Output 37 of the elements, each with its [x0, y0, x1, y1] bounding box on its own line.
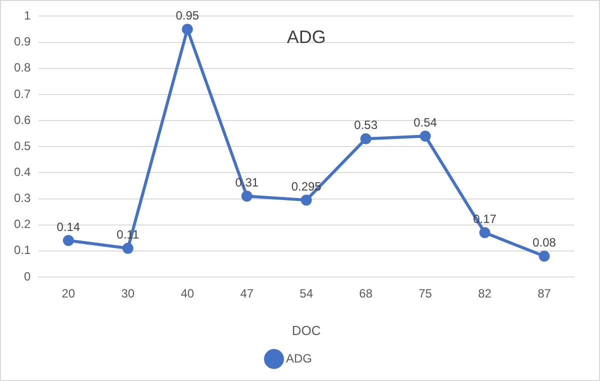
point: [538, 250, 550, 262]
y-tick-label: 0.9: [14, 34, 31, 49]
legend-label: ADG: [286, 351, 312, 366]
x-tick-label: 20: [62, 286, 76, 301]
x-tick-label: 82: [478, 286, 492, 301]
y-tick-label: 0.4: [14, 164, 31, 179]
data-label: 0.95: [176, 8, 200, 23]
text: ADG: [286, 27, 326, 48]
point: [300, 194, 312, 206]
y-tick-label: 1: [24, 8, 31, 23]
data-label: 0.14: [56, 220, 80, 234]
data-label: 0.08: [532, 235, 556, 250]
data-label: 0.54: [414, 115, 438, 130]
point: [420, 130, 431, 142]
y-tick-label: 0: [24, 269, 31, 284]
x-axis-title: DOC: [292, 322, 321, 338]
y-tick-label: 0.6: [14, 112, 31, 127]
y-tick-label: 0.2: [14, 217, 31, 232]
x-tick-label: 54: [300, 286, 314, 301]
y-tick-label: 0.1: [14, 243, 31, 258]
data-label: 0.53: [354, 118, 378, 132]
x-tick-label: 68: [359, 286, 373, 301]
x-tick-label: 87: [538, 286, 552, 301]
point: [360, 133, 372, 144]
x-tick-label: 30: [121, 286, 135, 301]
point: [479, 227, 490, 238]
y-tick-label: 0.8: [14, 60, 31, 75]
point: [182, 24, 193, 35]
y-tick-label: 0.5: [14, 138, 31, 153]
point: [62, 234, 74, 246]
y-tick-label: 0.3: [14, 191, 31, 206]
x-tick-label: 47: [240, 286, 254, 301]
x-tick-label: 75: [418, 286, 432, 301]
y-tick-label: 0.7: [14, 86, 31, 101]
x-tick-label: 40: [180, 286, 194, 301]
point: [241, 190, 252, 202]
point: [122, 242, 134, 254]
